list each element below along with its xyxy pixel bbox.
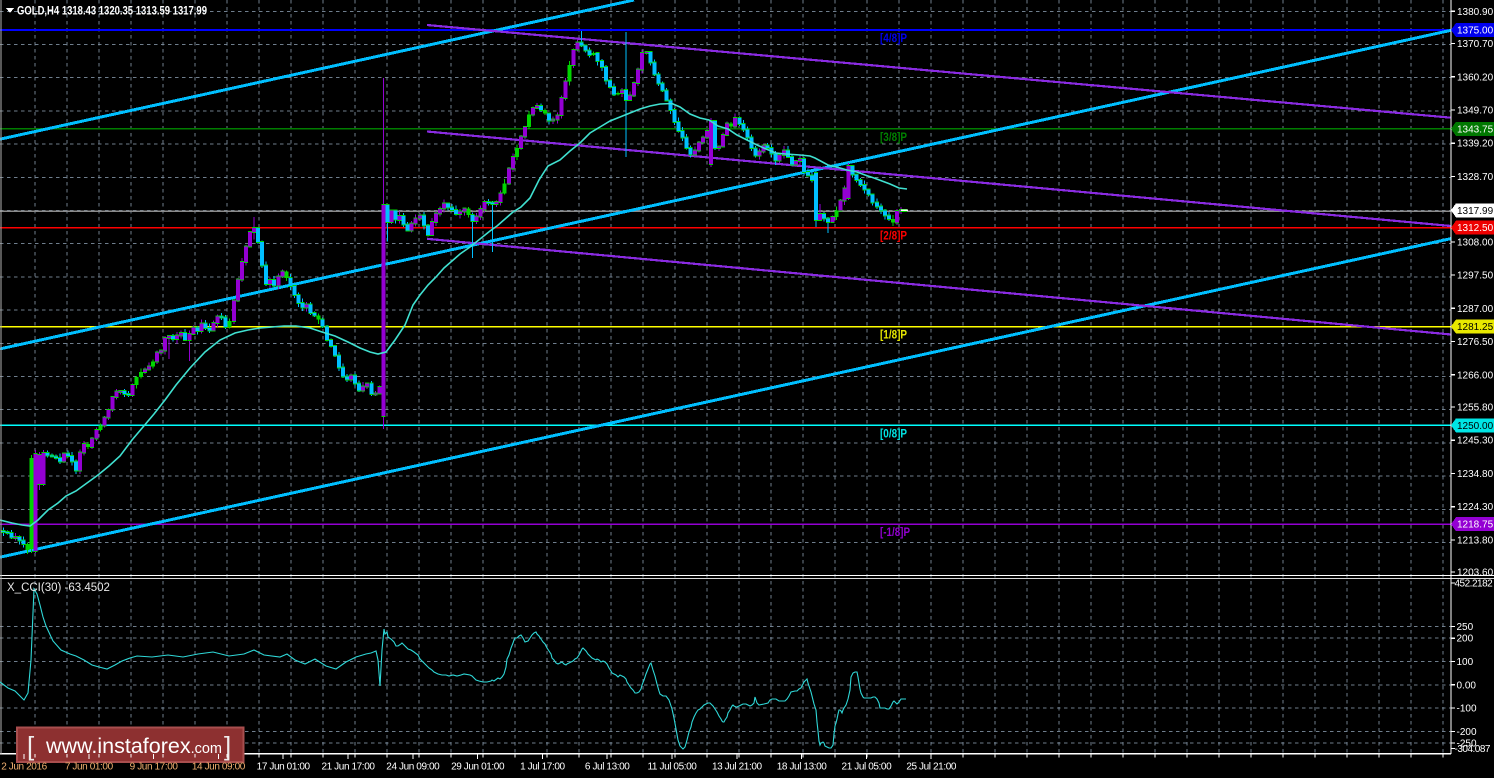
svg-text:21 Jul 05:00: 21 Jul 05:00 (842, 762, 893, 773)
svg-text:6 Jul 13:00: 6 Jul 13:00 (585, 762, 630, 773)
svg-text:]: ] (224, 731, 231, 761)
svg-text:-200: -200 (1457, 727, 1477, 738)
svg-text:-100: -100 (1457, 704, 1477, 715)
svg-text:1203.60: 1203.60 (1457, 568, 1494, 579)
svg-text:1380.90: 1380.90 (1457, 7, 1494, 18)
svg-text:1234.80: 1234.80 (1457, 469, 1494, 480)
svg-text:[4/8]P: [4/8]P (880, 33, 907, 45)
svg-text:1266.00: 1266.00 (1457, 370, 1494, 381)
svg-text:2 Jun 2016: 2 Jun 2016 (1, 762, 47, 773)
svg-text:250: 250 (1457, 622, 1474, 633)
svg-text:[-1/8]P: [-1/8]P (880, 527, 910, 539)
svg-text:29 Jun 01:00: 29 Jun 01:00 (451, 762, 505, 773)
svg-text:13 Jul 21:00: 13 Jul 21:00 (712, 762, 763, 773)
svg-text:1317.99: 1317.99 (1457, 206, 1494, 217)
svg-text:1245.30: 1245.30 (1457, 436, 1494, 447)
svg-text:21 Jun 17:00: 21 Jun 17:00 (321, 762, 375, 773)
svg-text:24 Jun 09:00: 24 Jun 09:00 (386, 762, 440, 773)
svg-text:17 Jun 01:00: 17 Jun 01:00 (257, 762, 311, 773)
svg-text:1218.75: 1218.75 (1457, 520, 1494, 531)
svg-text:1255.80: 1255.80 (1457, 403, 1494, 414)
svg-text:1297.50: 1297.50 (1457, 271, 1494, 282)
svg-text:1281.25: 1281.25 (1457, 322, 1494, 333)
svg-text:14 Jun 09:00: 14 Jun 09:00 (192, 762, 246, 773)
svg-text:[0/8]P: [0/8]P (880, 428, 907, 440)
svg-text:1328.70: 1328.70 (1457, 172, 1494, 183)
svg-text:1370.70: 1370.70 (1457, 39, 1494, 50)
svg-text:1343.75: 1343.75 (1457, 124, 1494, 135)
svg-text:1287.00: 1287.00 (1457, 304, 1494, 315)
svg-text:1360.20: 1360.20 (1457, 72, 1494, 83)
svg-text:X_CCI(30) -63.4502: X_CCI(30) -63.4502 (7, 582, 110, 594)
svg-text:100: 100 (1457, 657, 1474, 668)
svg-text:-304.087: -304.087 (1455, 744, 1491, 755)
svg-text:1 Jul 17:00: 1 Jul 17:00 (520, 762, 565, 773)
svg-text:GOLD,H4 1318.43 1320.35 1313.5: GOLD,H4 1318.43 1320.35 1313.59 1317.99 (17, 6, 207, 18)
svg-text:7 Jun 01:00: 7 Jun 01:00 (65, 762, 114, 773)
svg-text:1375.00: 1375.00 (1457, 26, 1494, 37)
svg-text:1339.20: 1339.20 (1457, 139, 1494, 150)
svg-text:[3/8]P: [3/8]P (880, 132, 907, 144)
svg-text:9 Jun 17:00: 9 Jun 17:00 (130, 762, 179, 773)
svg-text:1250.00: 1250.00 (1457, 421, 1494, 432)
svg-text:1312.50: 1312.50 (1457, 223, 1494, 234)
svg-text:[2/8]P: [2/8]P (880, 231, 907, 243)
svg-text:1308.00: 1308.00 (1457, 237, 1494, 248)
svg-text:1224.30: 1224.30 (1457, 502, 1494, 513)
svg-text:1213.80: 1213.80 (1457, 535, 1494, 546)
svg-text:25 Jul 21:00: 25 Jul 21:00 (906, 762, 957, 773)
svg-text:200: 200 (1457, 634, 1474, 645)
svg-text:1349.70: 1349.70 (1457, 106, 1494, 117)
svg-text:1276.50: 1276.50 (1457, 337, 1494, 348)
svg-text:[1/8]P: [1/8]P (880, 330, 907, 342)
svg-text:[: [ (27, 731, 35, 761)
svg-text:11 Jul 05:00: 11 Jul 05:00 (648, 762, 698, 773)
svg-text:18 Jul 13:00: 18 Jul 13:00 (777, 762, 828, 773)
svg-text:452.2182: 452.2182 (1455, 579, 1494, 590)
svg-text:0.00: 0.00 (1457, 680, 1477, 691)
svg-text:-250: -250 (1457, 739, 1477, 750)
